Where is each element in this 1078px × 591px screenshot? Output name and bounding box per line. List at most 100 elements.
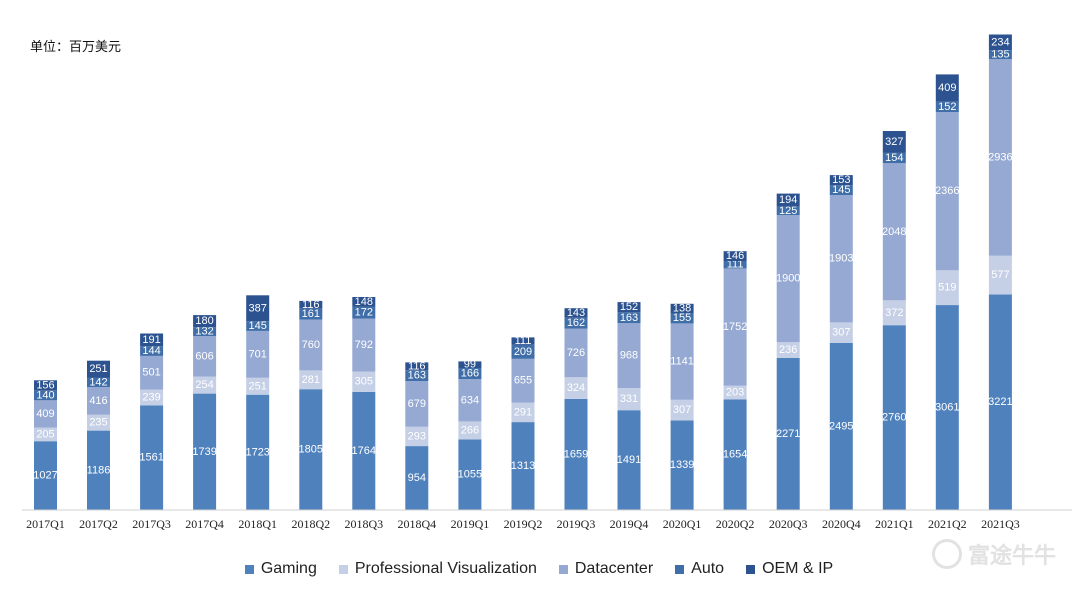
data-label: 251 xyxy=(249,380,267,392)
data-label: 154 xyxy=(885,152,903,164)
data-label: 3061 xyxy=(935,402,959,414)
data-label: 111 xyxy=(727,259,744,271)
data-label: 2495 xyxy=(829,421,853,433)
bar-segment xyxy=(776,342,800,358)
bar-segment xyxy=(405,446,429,510)
legend-label: Datacenter xyxy=(574,560,654,577)
bar-segment xyxy=(617,312,641,324)
legend-item: Datacenter xyxy=(558,560,654,578)
x-tick-label: 2017Q1 xyxy=(26,517,65,531)
bar-segment xyxy=(87,377,110,387)
x-tick-label: 2018Q4 xyxy=(397,517,436,531)
data-label: 1723 xyxy=(245,446,269,458)
data-label: 409 xyxy=(36,408,54,420)
legend-swatch xyxy=(558,564,568,574)
bar-segment xyxy=(564,317,588,329)
watermark-text: 富途牛牛 xyxy=(967,544,1056,569)
data-label: 99 xyxy=(464,359,476,371)
data-label: 234 xyxy=(991,36,1009,48)
bar-segment xyxy=(299,319,323,371)
data-label: 1027 xyxy=(33,470,57,482)
data-label: 191 xyxy=(142,334,160,346)
x-tick-label: 2019Q1 xyxy=(451,517,490,531)
x-tick-label: 2021Q3 xyxy=(981,517,1020,531)
bar-segment xyxy=(670,323,694,400)
data-label: 291 xyxy=(514,406,532,418)
bar-segment xyxy=(458,421,482,440)
data-label: 1654 xyxy=(723,449,747,461)
data-label: 1313 xyxy=(511,460,535,472)
data-label: 172 xyxy=(355,307,373,319)
bar-segment xyxy=(352,297,376,307)
bar-segment xyxy=(988,255,1012,295)
legend-item: Professional Visualization xyxy=(338,560,537,578)
data-label: 792 xyxy=(355,339,373,351)
bar-segment xyxy=(87,387,110,415)
legend-item: Gaming xyxy=(244,560,317,578)
data-label: 146 xyxy=(726,250,744,262)
legend-label: Gaming xyxy=(260,560,317,577)
stacked-bar-chart: 1027205409140156118623541614225115612395… xyxy=(22,34,1072,531)
bar-segment xyxy=(829,175,853,186)
bar-segment xyxy=(405,426,429,447)
data-label: 239 xyxy=(142,392,160,404)
data-label: 760 xyxy=(302,339,320,351)
data-label: 163 xyxy=(408,370,426,382)
data-label: 1903 xyxy=(829,253,853,265)
data-label: 163 xyxy=(620,312,638,324)
data-label: 606 xyxy=(195,350,213,362)
data-label: 145 xyxy=(832,184,850,196)
bar-segment xyxy=(670,399,694,421)
bar-segment xyxy=(564,308,588,318)
bar-segment xyxy=(352,318,376,372)
bar-segment xyxy=(405,362,429,371)
bar-segment xyxy=(882,163,906,301)
x-tick-label: 2017Q3 xyxy=(132,517,171,531)
bar-segment xyxy=(87,414,110,431)
legend-item: OEM & IP xyxy=(746,560,833,578)
bar-segment xyxy=(458,361,482,368)
legend-swatch xyxy=(746,564,756,574)
data-label: 655 xyxy=(514,375,532,387)
data-label: 2048 xyxy=(882,226,906,238)
data-label: 726 xyxy=(567,347,585,359)
bar-segment xyxy=(670,313,694,324)
bar-segment xyxy=(935,305,959,510)
data-label: 194 xyxy=(779,194,797,206)
bar-segment xyxy=(34,390,57,401)
bar-segment xyxy=(193,336,217,377)
data-label: 235 xyxy=(89,417,107,429)
data-label: 1491 xyxy=(617,454,641,466)
data-label: 1764 xyxy=(352,445,376,457)
bar-segment xyxy=(988,34,1012,51)
legend-swatch xyxy=(338,564,348,574)
data-label: 501 xyxy=(142,367,160,379)
data-label: 166 xyxy=(461,368,479,380)
bar-segment xyxy=(299,308,323,320)
bar-segment xyxy=(617,388,641,411)
x-tick-label: 2018Q3 xyxy=(344,517,383,531)
bar-segment xyxy=(352,307,376,319)
data-label: 152 xyxy=(620,301,638,313)
data-label: 209 xyxy=(514,346,532,358)
x-tick-label: 2020Q4 xyxy=(822,517,861,531)
bar-segment xyxy=(140,389,164,406)
legend-item: Auto xyxy=(675,560,724,578)
data-label: 145 xyxy=(249,320,267,332)
bar-segment xyxy=(405,370,429,382)
data-label: 2271 xyxy=(776,428,800,440)
bar-segment xyxy=(882,325,906,510)
bar-segment xyxy=(246,394,270,510)
bar-segment xyxy=(935,270,959,305)
bar-segment xyxy=(87,430,110,510)
data-label: 327 xyxy=(885,136,903,148)
data-label: 205 xyxy=(36,428,54,440)
legend: Gaming Professional Visualization Datacent… xyxy=(0,560,1078,578)
bar-segment xyxy=(246,295,270,322)
bar-segment xyxy=(723,399,747,510)
bar-segment xyxy=(34,380,57,391)
data-label: 1900 xyxy=(776,273,800,285)
bar-segment xyxy=(988,50,1012,60)
data-label: 968 xyxy=(620,350,638,362)
data-label: 387 xyxy=(249,302,267,314)
